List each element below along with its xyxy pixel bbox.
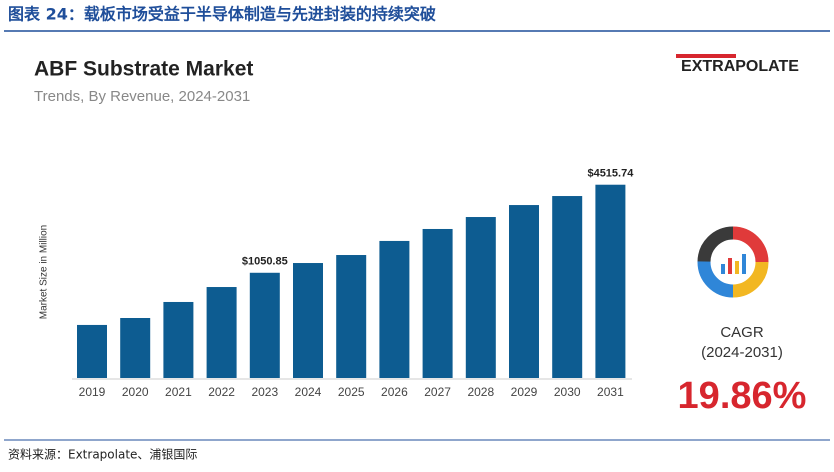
x-tick-label: 2020 bbox=[122, 385, 149, 399]
bar bbox=[465, 217, 496, 378]
x-tick-label: 2028 bbox=[467, 385, 494, 399]
cagr-label: CAGR bbox=[720, 324, 764, 341]
logo: EXTRAPOLATE bbox=[681, 58, 799, 75]
x-tick-label: 2030 bbox=[554, 385, 581, 399]
chart-subtitle: Trends, By Revenue, 2024-2031 bbox=[34, 88, 250, 105]
source: 资料来源：Extrapolate、浦银国际 bbox=[8, 448, 197, 462]
bar bbox=[552, 196, 583, 378]
bar bbox=[336, 255, 367, 378]
chart-title: ABF Substrate Market bbox=[34, 58, 253, 81]
x-tick-label: 2021 bbox=[165, 385, 192, 399]
cagr-value: 19.86% bbox=[678, 375, 807, 417]
x-tick-label: 2023 bbox=[251, 385, 278, 399]
bar bbox=[77, 324, 107, 378]
value-label: $1050.85 bbox=[242, 256, 288, 268]
x-tick-label: 2019 bbox=[79, 385, 106, 399]
value-label: $4515.74 bbox=[587, 168, 634, 180]
x-tick-label: 2025 bbox=[338, 385, 365, 399]
x-tick-label: 2022 bbox=[208, 385, 235, 399]
x-tick-label: 2029 bbox=[511, 385, 538, 399]
cagr-icon bbox=[697, 226, 769, 298]
x-tick-label: 2031 bbox=[597, 385, 624, 399]
bar bbox=[379, 240, 410, 378]
bar bbox=[422, 228, 453, 378]
bar bbox=[120, 318, 151, 378]
bar bbox=[293, 263, 323, 378]
logo-bar bbox=[676, 54, 736, 58]
x-tick-label: 2024 bbox=[295, 385, 322, 399]
bar bbox=[595, 184, 626, 378]
x-tick-label: 2026 bbox=[381, 385, 408, 399]
bar bbox=[163, 301, 194, 378]
bar bbox=[206, 287, 237, 378]
y-axis-label: Market Size in Million bbox=[39, 225, 50, 319]
bar bbox=[249, 272, 280, 378]
x-tick-label: 2027 bbox=[424, 385, 451, 399]
cagr-period: (2024-2031) bbox=[701, 344, 783, 361]
bar bbox=[509, 205, 539, 378]
figure-title: 图表 24：载板市场受益于半导体制造与先进封装的持续突破 bbox=[8, 5, 436, 24]
